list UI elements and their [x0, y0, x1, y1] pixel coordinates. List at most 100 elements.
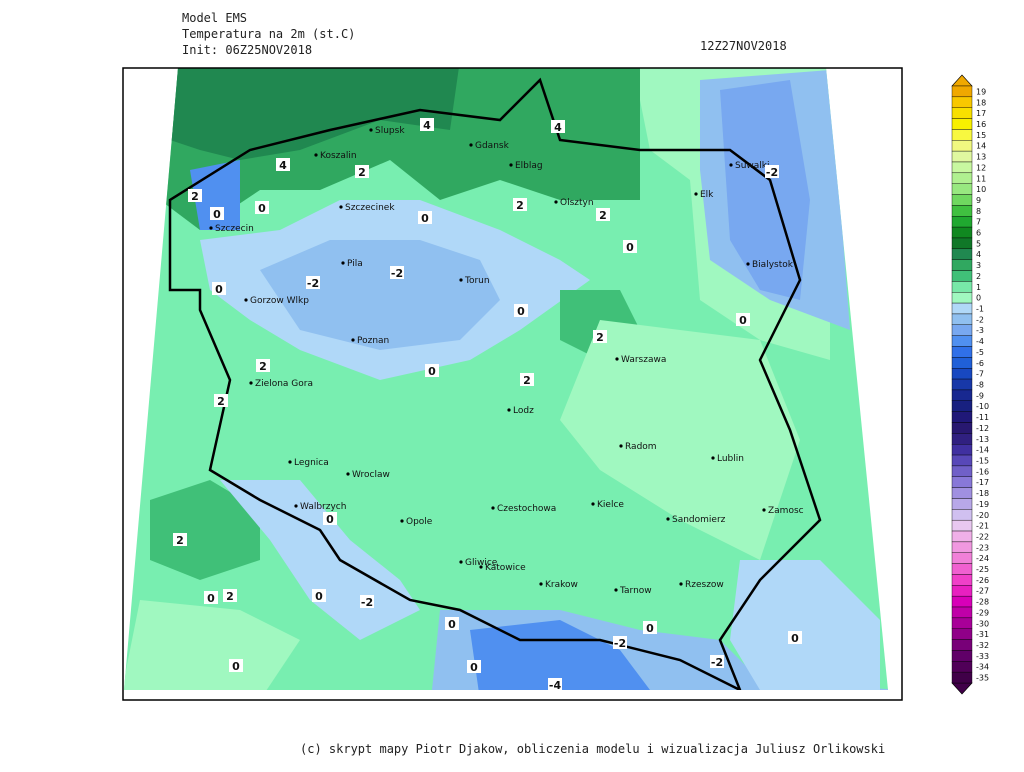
colorbar-swatch [951, 509, 973, 521]
contour-label-bg [788, 631, 802, 644]
city-name: Koszalin [320, 151, 357, 161]
city-name: Tarnow [619, 586, 652, 596]
contour-label-bg [204, 591, 218, 604]
colorbar-swatch [951, 259, 973, 271]
colorbar-label: -10 [976, 402, 989, 411]
colorbar-label: -33 [976, 652, 989, 661]
valid-time: 12Z27NOV2018 [700, 39, 787, 53]
city-dot [351, 338, 355, 342]
city-name: Suwalki [735, 161, 770, 171]
contour-label: 2 [176, 534, 184, 547]
colorbar-swatch [951, 118, 973, 130]
contour-label: 0 [326, 513, 334, 526]
city-dot [244, 298, 248, 302]
contour-label-bg [467, 660, 481, 673]
city-name: Bialystok [752, 260, 794, 270]
city-name: Lodz [513, 406, 534, 416]
colorbar-swatch [951, 313, 973, 326]
contour-label-bg [596, 208, 610, 221]
colorbar-label: -14 [976, 446, 989, 455]
contour-label-bg [223, 589, 237, 602]
colorbar-swatch [951, 85, 973, 98]
colorbar-label: -1 [976, 305, 984, 314]
contour-label: -2 [361, 596, 373, 609]
colorbar-swatch [951, 433, 973, 445]
city-dot [491, 506, 495, 510]
colorbar-swatch [951, 302, 973, 315]
colorbar-label: -7 [976, 370, 984, 379]
contour-label-bg [212, 282, 226, 295]
colorbar-label: 0 [976, 294, 981, 303]
city-dot [294, 504, 298, 508]
colorbar-label: -4 [976, 337, 984, 346]
city-name: Walbrzych [300, 502, 346, 512]
contour-label: 0 [626, 241, 634, 254]
contour-label-bg [173, 533, 187, 546]
city-name: Krakow [545, 580, 578, 590]
contour-label-bg [425, 364, 439, 377]
city-dot [679, 582, 683, 586]
contour-label: -2 [614, 637, 626, 650]
city-dot [666, 517, 670, 521]
contour-label-bg [355, 165, 369, 178]
contour-label-bg [256, 359, 270, 372]
colorbar-arrow-bottom [951, 682, 973, 695]
colorbar-label: -16 [976, 467, 989, 476]
colorbar-label: 17 [976, 109, 986, 118]
colorbar-swatch [951, 161, 973, 174]
colorbar-swatch [951, 498, 973, 510]
city-dot [507, 408, 511, 412]
colorbar-label: 4 [976, 250, 981, 259]
city-dot [459, 278, 463, 282]
colorbar-label: 14 [976, 142, 986, 151]
variable: Temperatura na 2m (st.C) [182, 27, 355, 41]
city-name: Czestochowa [497, 504, 556, 514]
colorbar-label: 18 [976, 98, 986, 107]
city-name: Rzeszow [685, 580, 724, 590]
contour-label: 0 [421, 212, 429, 225]
city-dot [341, 261, 345, 265]
colorbar-swatch [951, 530, 973, 543]
colorbar-label: 7 [976, 218, 981, 227]
colorbar-swatch [951, 628, 973, 640]
contour-label: 4 [554, 121, 562, 134]
colorbar-swatch [951, 606, 973, 619]
colorbar-label: 15 [976, 131, 986, 140]
contour-label: 2 [523, 374, 531, 387]
city-dot [619, 444, 623, 448]
contour-label-bg [613, 636, 627, 649]
footer: (c) skrypt mapy Piotr Djakow, obliczenia… [300, 742, 885, 756]
contour-label-bg [520, 373, 534, 386]
colorbar-swatch [951, 378, 973, 391]
city-name: Zielona Gora [255, 379, 313, 389]
contour-label: 0 [258, 202, 266, 215]
colorbar-label: 3 [976, 261, 981, 270]
city-dot [469, 143, 473, 147]
contour-label: -2 [766, 166, 778, 179]
contour-label-bg [306, 276, 320, 289]
city-dot [746, 262, 750, 266]
colorbar-swatch [951, 454, 973, 467]
colorbar-swatch [951, 346, 973, 358]
colorbar-label: 16 [976, 120, 986, 129]
colorbar-label: -21 [976, 522, 989, 531]
colorbar-swatch [951, 270, 973, 282]
city-dot [694, 192, 698, 196]
colorbar-swatch [951, 140, 973, 152]
contour-label: 0 [207, 592, 215, 605]
colorbar-label: 19 [976, 87, 986, 96]
contour-label-bg [513, 198, 527, 211]
colorbar-swatch [951, 422, 973, 434]
city-name: Slupsk [375, 126, 405, 136]
contour-label-bg [736, 313, 750, 326]
colorbar-label: -31 [976, 630, 989, 639]
contour-label-bg [623, 240, 637, 253]
field [124, 68, 888, 690]
colorbar: 191817161514131211109876543210-1-2-3-4-5… [951, 74, 989, 695]
colorbar-swatch [951, 671, 973, 684]
city-dot [209, 226, 213, 230]
colorbar-label: -12 [976, 424, 989, 433]
colorbar-label: 1 [976, 283, 981, 292]
colorbar-label: -3 [976, 326, 984, 335]
contour-label-bg [188, 189, 202, 202]
